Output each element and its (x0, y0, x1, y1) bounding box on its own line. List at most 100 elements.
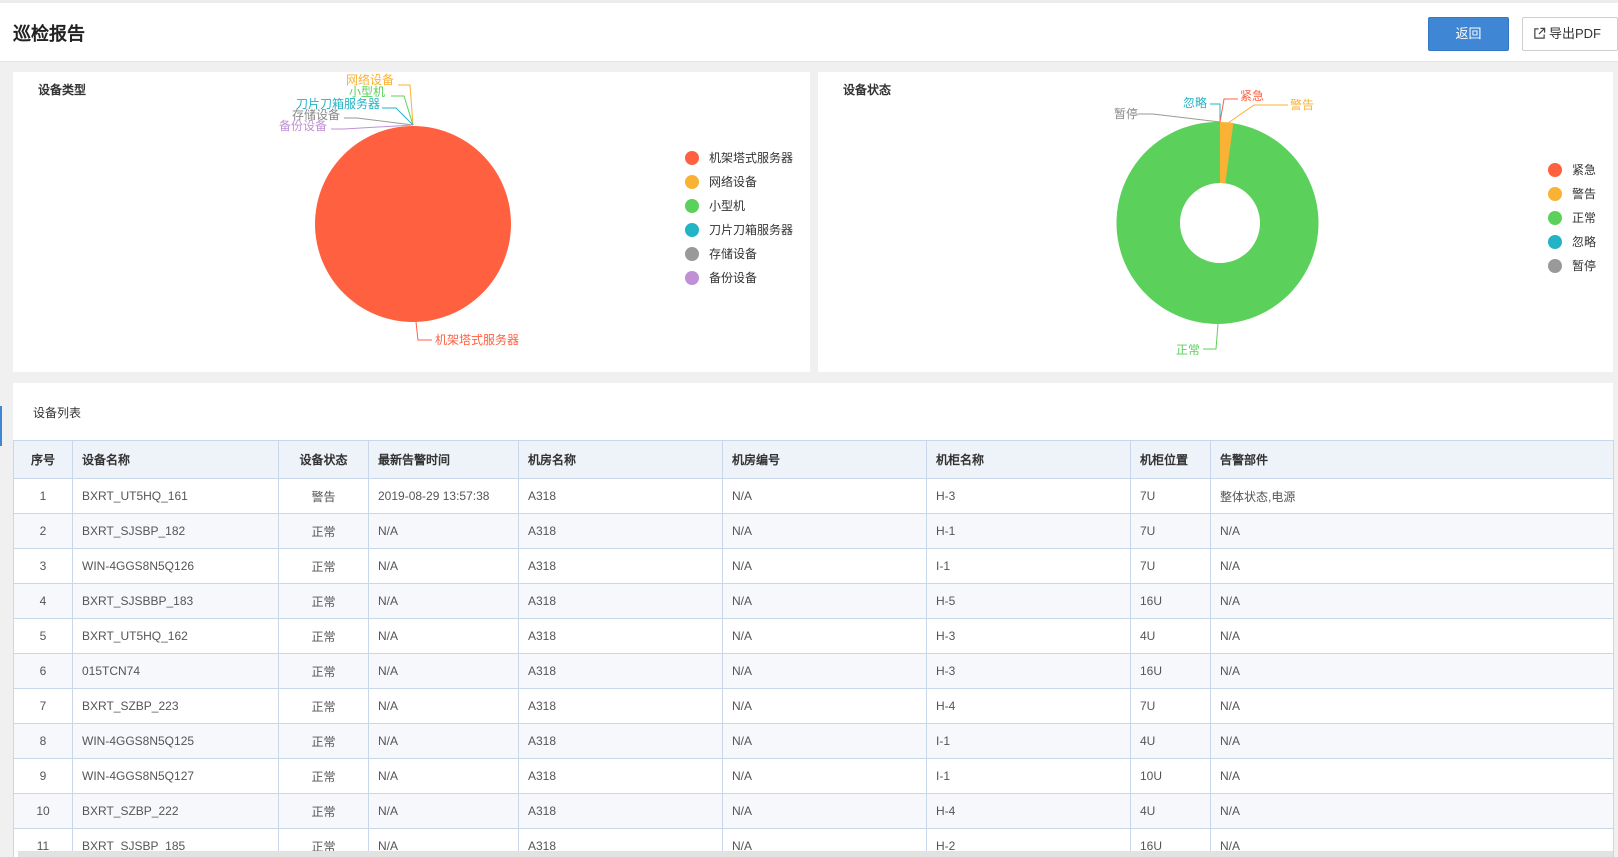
table-cell: 正常 (278, 758, 369, 794)
table-cell: A318 (518, 513, 723, 549)
table-cell: H-4 (926, 793, 1131, 829)
legend-item-pause[interactable]: 暂停 (1548, 258, 1596, 274)
table-cell: 整体状态,电源 (1210, 478, 1614, 514)
device-table: 序号 设备名称 设备状态 最新告警时间 机房名称 机房编号 机柜名称 机柜位置 … (13, 440, 1614, 857)
legend-item-rack-server[interactable]: 机架塔式服务器 (685, 150, 793, 166)
table-cell: 6 (13, 653, 73, 689)
table-row[interactable]: 4 BXRT_SJSBBP_183 正常 N/A A318 N/A H-5 16U N/A (13, 583, 1614, 619)
donut-label-warning: 警告 (1290, 97, 1314, 112)
label-line-storage (344, 117, 414, 126)
column-header[interactable]: 机柜名称 (926, 440, 1131, 479)
table-cell: N/A (368, 513, 519, 549)
column-header[interactable]: 告警部件 (1210, 440, 1614, 479)
legend-item-blade[interactable]: 刀片刀箱服务器 (685, 222, 793, 238)
table-cell: A318 (518, 723, 723, 759)
legend-label: 小型机 (709, 199, 746, 213)
label-line-minicomputer (391, 95, 414, 126)
table-cell: BXRT_SZBP_223 (72, 688, 279, 724)
legend-item-urgent[interactable]: 紧急 (1548, 162, 1596, 178)
table-cell: N/A (1210, 548, 1614, 584)
label-line-warning (1227, 104, 1288, 124)
legend-item-backup[interactable]: 备份设备 (685, 270, 757, 286)
legend-label: 备份设备 (709, 271, 758, 285)
donut-slice-normal (1116, 121, 1319, 324)
table-row[interactable]: 8 WIN-4GGS8N5Q125 正常 N/A A318 N/A I-1 4U N/A (13, 723, 1614, 759)
table-row[interactable]: 6 015TCN74 正常 N/A A318 N/A H-3 16U N/A (13, 653, 1614, 689)
table-cell: N/A (1210, 688, 1614, 724)
horizontal-scrollbar[interactable] (18, 851, 1613, 857)
table-cell: BXRT_UT5HQ_161 (72, 478, 279, 514)
label-line-blade (382, 107, 414, 126)
back-button[interactable]: 返回 (1428, 17, 1509, 51)
table-row[interactable]: 1 BXRT_UT5HQ_161 警告 2019-08-29 13:57:38 A318… (13, 478, 1614, 514)
table-cell: BXRT_SZBP_222 (72, 793, 279, 829)
table-row[interactable]: 5 BXRT_UT5HQ_162 正常 N/A A318 N/A H-3 4U N/A (13, 618, 1614, 654)
column-header[interactable]: 机房名称 (518, 440, 723, 479)
table-row[interactable]: 3 WIN-4GGS8N5Q126 正常 N/A A318 N/A I-1 7U N/A (13, 548, 1614, 584)
legend-label: 暂停 (1572, 259, 1597, 273)
table-cell: H-4 (926, 688, 1131, 724)
column-header[interactable]: 序号 (13, 440, 73, 479)
table-cell: 正常 (278, 618, 369, 654)
legend-item-storage[interactable]: 存储设备 (685, 246, 757, 262)
table-cell: WIN-4GGS8N5Q126 (72, 548, 279, 584)
table-row[interactable]: 7 BXRT_SZBP_223 正常 N/A A318 N/A H-4 7U N/A (13, 688, 1614, 724)
table-cell: BXRT_SJSBP_182 (72, 513, 279, 549)
legend-item-network[interactable]: 网络设备 (685, 174, 757, 190)
legend-label: 网络设备 (709, 175, 758, 189)
legend-label: 正常 (1572, 211, 1597, 225)
legend-item-warning[interactable]: 警告 (1548, 186, 1596, 202)
table-cell: H-3 (926, 478, 1131, 514)
legend-label: 紧急 (1572, 163, 1597, 177)
table-cell: N/A (368, 583, 519, 619)
label-line-backup (331, 124, 414, 130)
legend-item-minicomputer[interactable]: 小型机 (685, 198, 745, 214)
table-cell: A318 (518, 793, 723, 829)
legend-dot (1548, 187, 1562, 201)
export-pdf-button[interactable]: 导出PDF (1522, 17, 1618, 51)
table-cell: BXRT_SJSBBP_183 (72, 583, 279, 619)
external-link-icon (1534, 27, 1546, 39)
table-cell: N/A (722, 723, 927, 759)
table-cell: N/A (1210, 513, 1614, 549)
table-cell: N/A (722, 758, 927, 794)
table-cell: H-5 (926, 583, 1131, 619)
table-cell: WIN-4GGS8N5Q125 (72, 723, 279, 759)
legend-item-normal[interactable]: 正常 (1548, 210, 1596, 226)
legend-label: 存储设备 (709, 247, 758, 261)
table-cell: H-1 (926, 513, 1131, 549)
legend-dot (685, 247, 699, 261)
table-cell: N/A (722, 513, 927, 549)
column-header[interactable]: 最新告警时间 (368, 440, 519, 479)
pie-label-backup: 备份设备 (279, 119, 327, 133)
table-cell: N/A (368, 688, 519, 724)
table-cell: 正常 (278, 548, 369, 584)
column-header[interactable]: 设备名称 (72, 440, 279, 479)
column-header[interactable]: 机房编号 (722, 440, 927, 479)
legend-dot (1548, 211, 1562, 225)
table-cell: WIN-4GGS8N5Q127 (72, 758, 279, 794)
table-cell: 正常 (278, 653, 369, 689)
table-cell: 7 (13, 688, 73, 724)
table-row[interactable]: 10 BXRT_SZBP_222 正常 N/A A318 N/A H-4 4U N/A (13, 793, 1614, 829)
device-status-panel: 设备状态 正常 暂停 忽略 紧急 警告 紧急 警告 正常 忽略 暂停 (818, 72, 1613, 372)
table-cell: A318 (518, 653, 723, 689)
legend-dot (685, 223, 699, 237)
table-cell: 7U (1130, 548, 1211, 584)
column-header[interactable]: 机柜位置 (1130, 440, 1211, 479)
legend-label: 刀片刀箱服务器 (709, 223, 794, 237)
table-row[interactable]: 9 WIN-4GGS8N5Q127 正常 N/A A318 N/A I-1 10U N/A (13, 758, 1614, 794)
table-cell: 正常 (278, 583, 369, 619)
device-status-title: 设备状态 (843, 83, 892, 97)
table-row[interactable]: 2 BXRT_SJSBP_182 正常 N/A A318 N/A H-1 7U N/A (13, 513, 1614, 549)
label-line-urgent (1219, 98, 1238, 123)
legend-label: 机架塔式服务器 (709, 151, 794, 165)
legend-dot (685, 199, 699, 213)
table-cell: 2019-08-29 13:57:38 (368, 478, 519, 514)
page-title: 巡检报告 (13, 24, 85, 44)
legend-dot (685, 175, 699, 189)
legend-item-ignore[interactable]: 忽略 (1548, 234, 1596, 250)
table-cell: N/A (368, 723, 519, 759)
column-header[interactable]: 设备状态 (278, 440, 369, 479)
pie-slice-rack-server (315, 126, 511, 322)
